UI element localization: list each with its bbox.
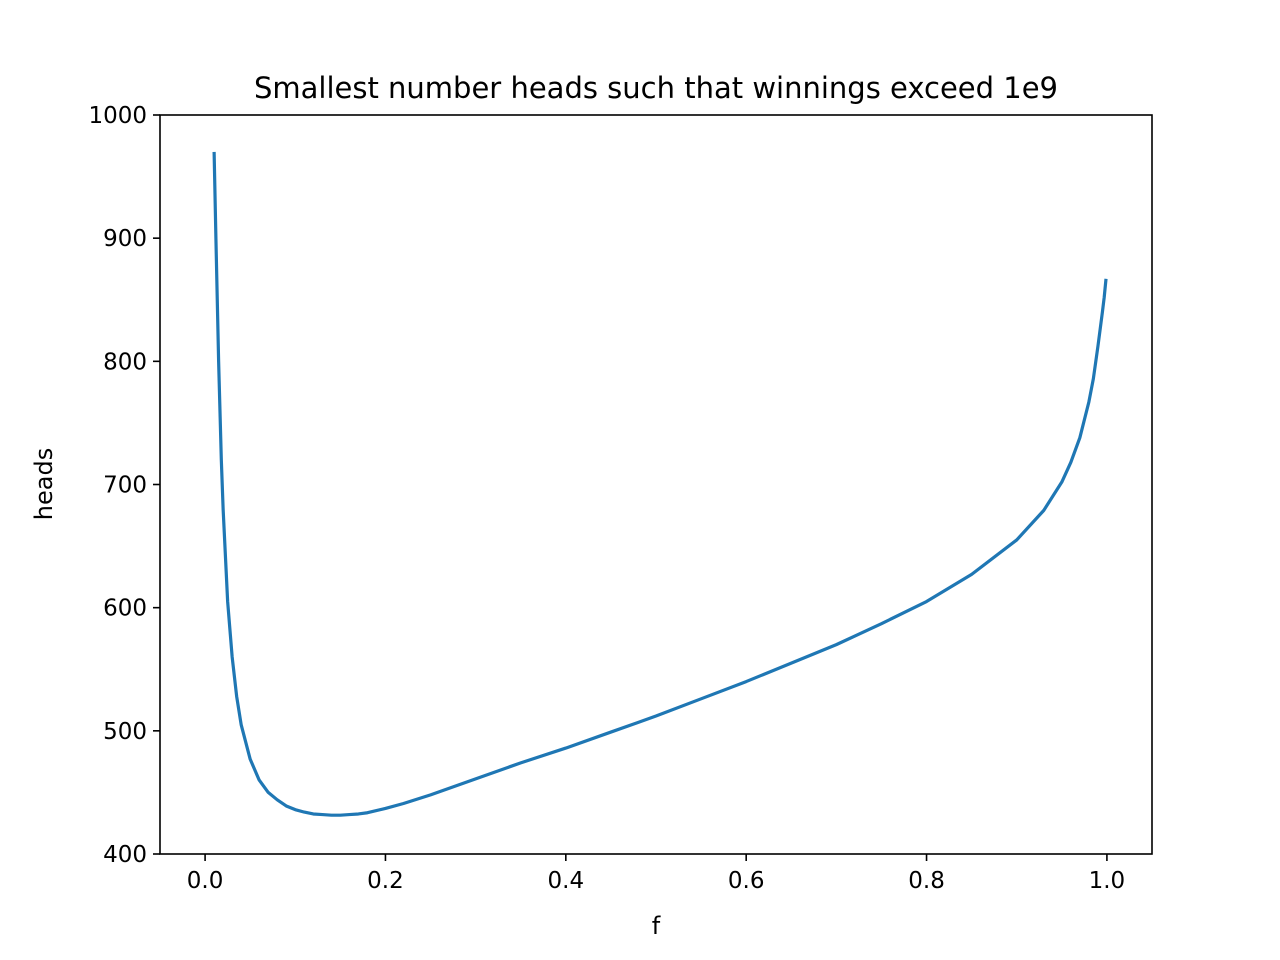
x-axis-ticks: 0.0 0.2 0.4 0.6 0.8 1.0 xyxy=(187,854,1125,894)
x-tick-label: 0.0 xyxy=(187,868,224,894)
y-tick-label: 1000 xyxy=(88,103,147,129)
y-axis-ticks: 400 500 600 700 800 900 1000 xyxy=(88,103,160,868)
x-tick-label: 1.0 xyxy=(1089,868,1126,894)
y-tick-label: 900 xyxy=(103,226,147,252)
x-axis-label: f xyxy=(652,912,661,940)
x-tick-label: 0.8 xyxy=(908,868,945,894)
x-tick-label: 0.4 xyxy=(548,868,585,894)
series-line xyxy=(212,151,1108,817)
x-tick-label: 0.2 xyxy=(367,868,404,894)
y-tick-label: 500 xyxy=(103,719,147,745)
y-tick-label: 600 xyxy=(103,596,147,622)
chart-title: Smallest number heads such that winnings… xyxy=(254,71,1058,105)
y-tick-label: 400 xyxy=(103,842,147,868)
y-tick-label: 800 xyxy=(103,349,147,375)
y-tick-label: 700 xyxy=(103,473,147,499)
plot-area-frame xyxy=(159,114,1153,855)
y-axis-label: heads xyxy=(30,448,58,520)
x-tick-label: 0.6 xyxy=(728,868,765,894)
series-group xyxy=(212,151,1108,817)
